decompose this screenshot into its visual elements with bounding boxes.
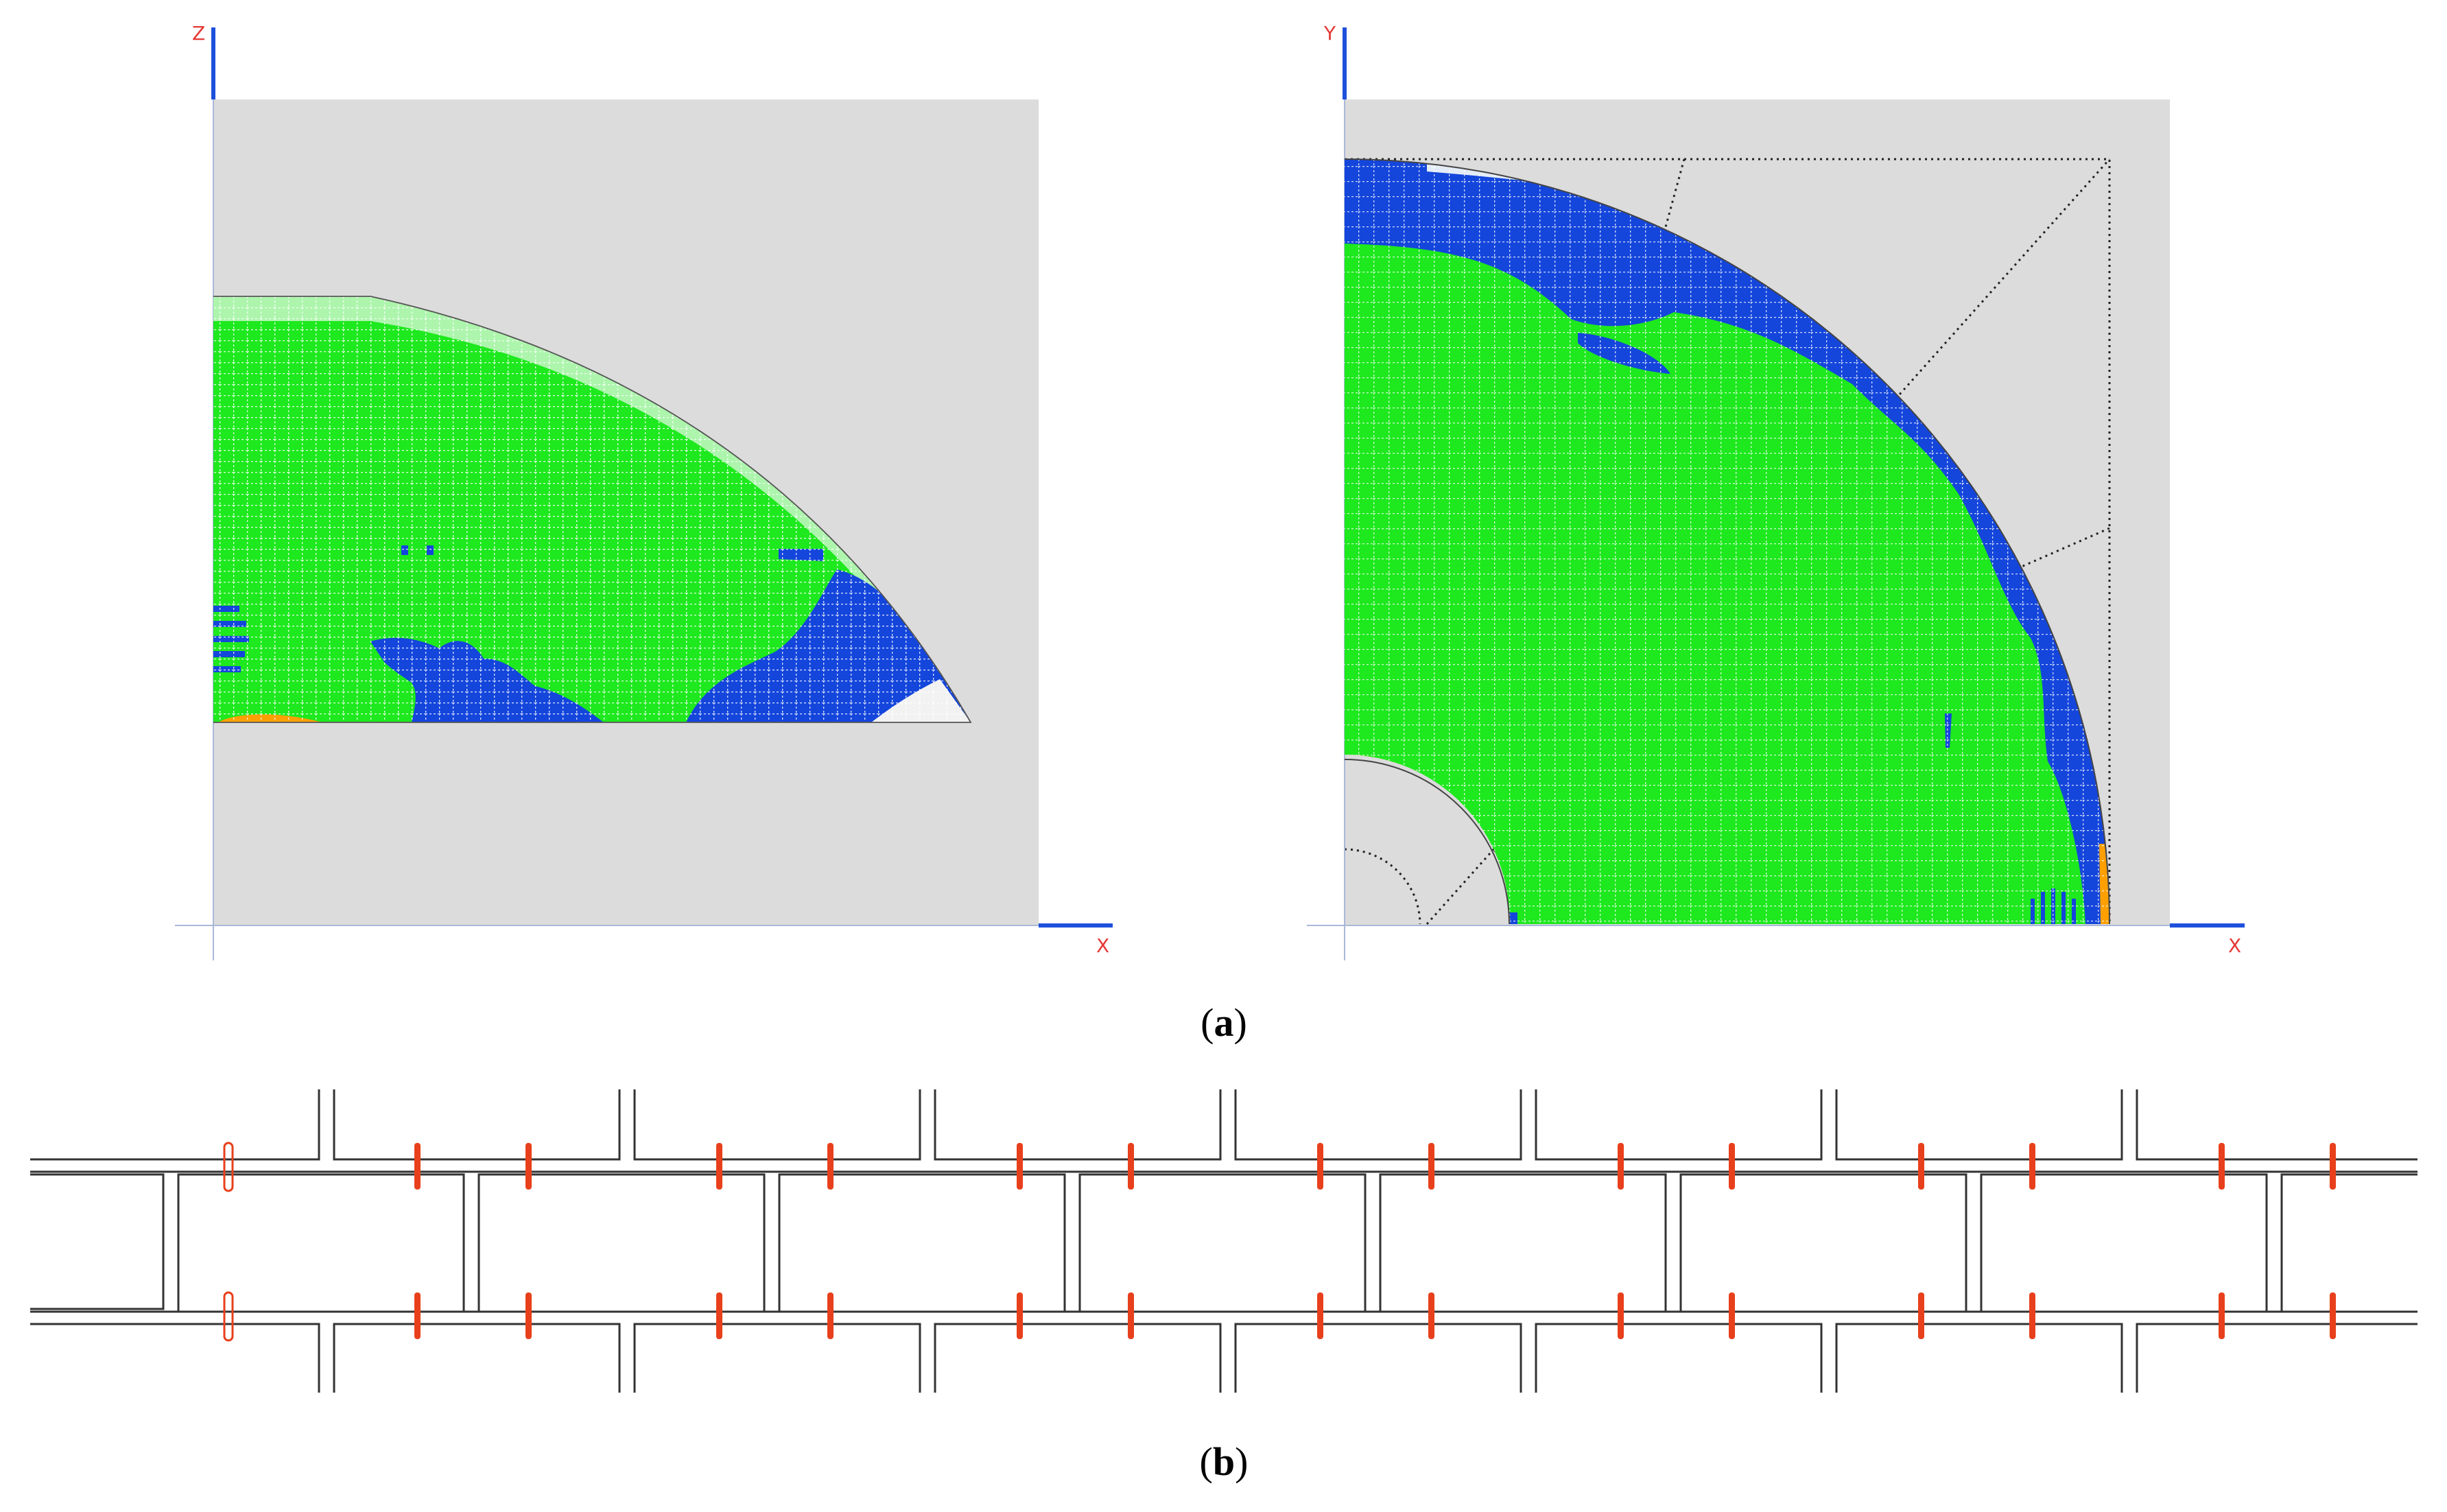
middle-brick-first xyxy=(30,1173,165,1310)
brick-row-bottom xyxy=(30,1323,2418,1393)
joint-marker-bottom xyxy=(716,1292,722,1339)
right-body-outline xyxy=(1344,158,2110,925)
joint-marker-hollow-top xyxy=(223,1142,234,1192)
joint-marker-top xyxy=(414,1143,421,1190)
joint-marker-bottom xyxy=(2219,1292,2225,1339)
joint-marker-bottom xyxy=(1729,1292,1735,1339)
joint-marker-bottom xyxy=(2330,1292,2336,1339)
joint-marker-top xyxy=(1918,1143,1924,1190)
left-vertical-axis-label: Z xyxy=(192,22,205,45)
left-body-outline xyxy=(213,296,972,723)
brick-row-middle-bounds xyxy=(30,1170,2418,1313)
joint-marker-bottom xyxy=(827,1292,834,1339)
joint-marker-bottom xyxy=(1618,1292,1624,1339)
left-view: Z X xyxy=(175,22,1113,960)
middle-brick xyxy=(1679,1173,1967,1312)
brick-row-top xyxy=(30,1089,2418,1161)
joint-marker-bottom xyxy=(1017,1292,1023,1339)
middle-brick xyxy=(477,1173,766,1312)
joint-marker-top xyxy=(1128,1143,1134,1190)
right-horizontal-axis-label: X xyxy=(2228,934,2241,957)
middle-brick xyxy=(177,1173,465,1312)
joint-marker-bottom xyxy=(1918,1292,1924,1339)
joint-marker-top xyxy=(2330,1143,2336,1190)
joint-marker-top xyxy=(525,1143,532,1190)
joint-marker-bottom xyxy=(1428,1292,1434,1339)
right-view: Y X xyxy=(1307,22,2245,960)
joint-marker-bottom xyxy=(525,1292,532,1339)
right-vertical-axis-label: Y xyxy=(1323,22,1336,45)
middle-brick xyxy=(2280,1173,2418,1312)
joint-marker-top xyxy=(827,1143,834,1190)
middle-brick xyxy=(1980,1173,2268,1312)
joint-marker-top xyxy=(1428,1143,1434,1190)
joint-marker-top xyxy=(2219,1143,2225,1190)
left-horizontal-axis-label: X xyxy=(1096,934,1109,957)
joint-marker-hollow-bottom xyxy=(223,1291,234,1342)
joint-marker-bottom xyxy=(2029,1292,2035,1339)
joint-marker-top xyxy=(1317,1143,1323,1190)
joint-marker-top xyxy=(1618,1143,1624,1190)
caption-a: (a) xyxy=(1201,1000,1247,1045)
joint-marker-bottom xyxy=(1128,1292,1134,1339)
brick-pattern xyxy=(30,1089,2418,1393)
joint-marker-top xyxy=(2029,1143,2035,1190)
middle-brick xyxy=(778,1173,1066,1312)
joint-marker-top xyxy=(716,1143,722,1190)
middle-brick xyxy=(1379,1173,1667,1312)
joint-marker-bottom xyxy=(1317,1292,1323,1339)
joint-marker-top xyxy=(1017,1143,1023,1190)
middle-brick xyxy=(1078,1173,1367,1312)
caption-b: (b) xyxy=(1200,1439,1249,1484)
joint-marker-bottom xyxy=(414,1292,421,1339)
joint-marker-top xyxy=(1729,1143,1735,1190)
